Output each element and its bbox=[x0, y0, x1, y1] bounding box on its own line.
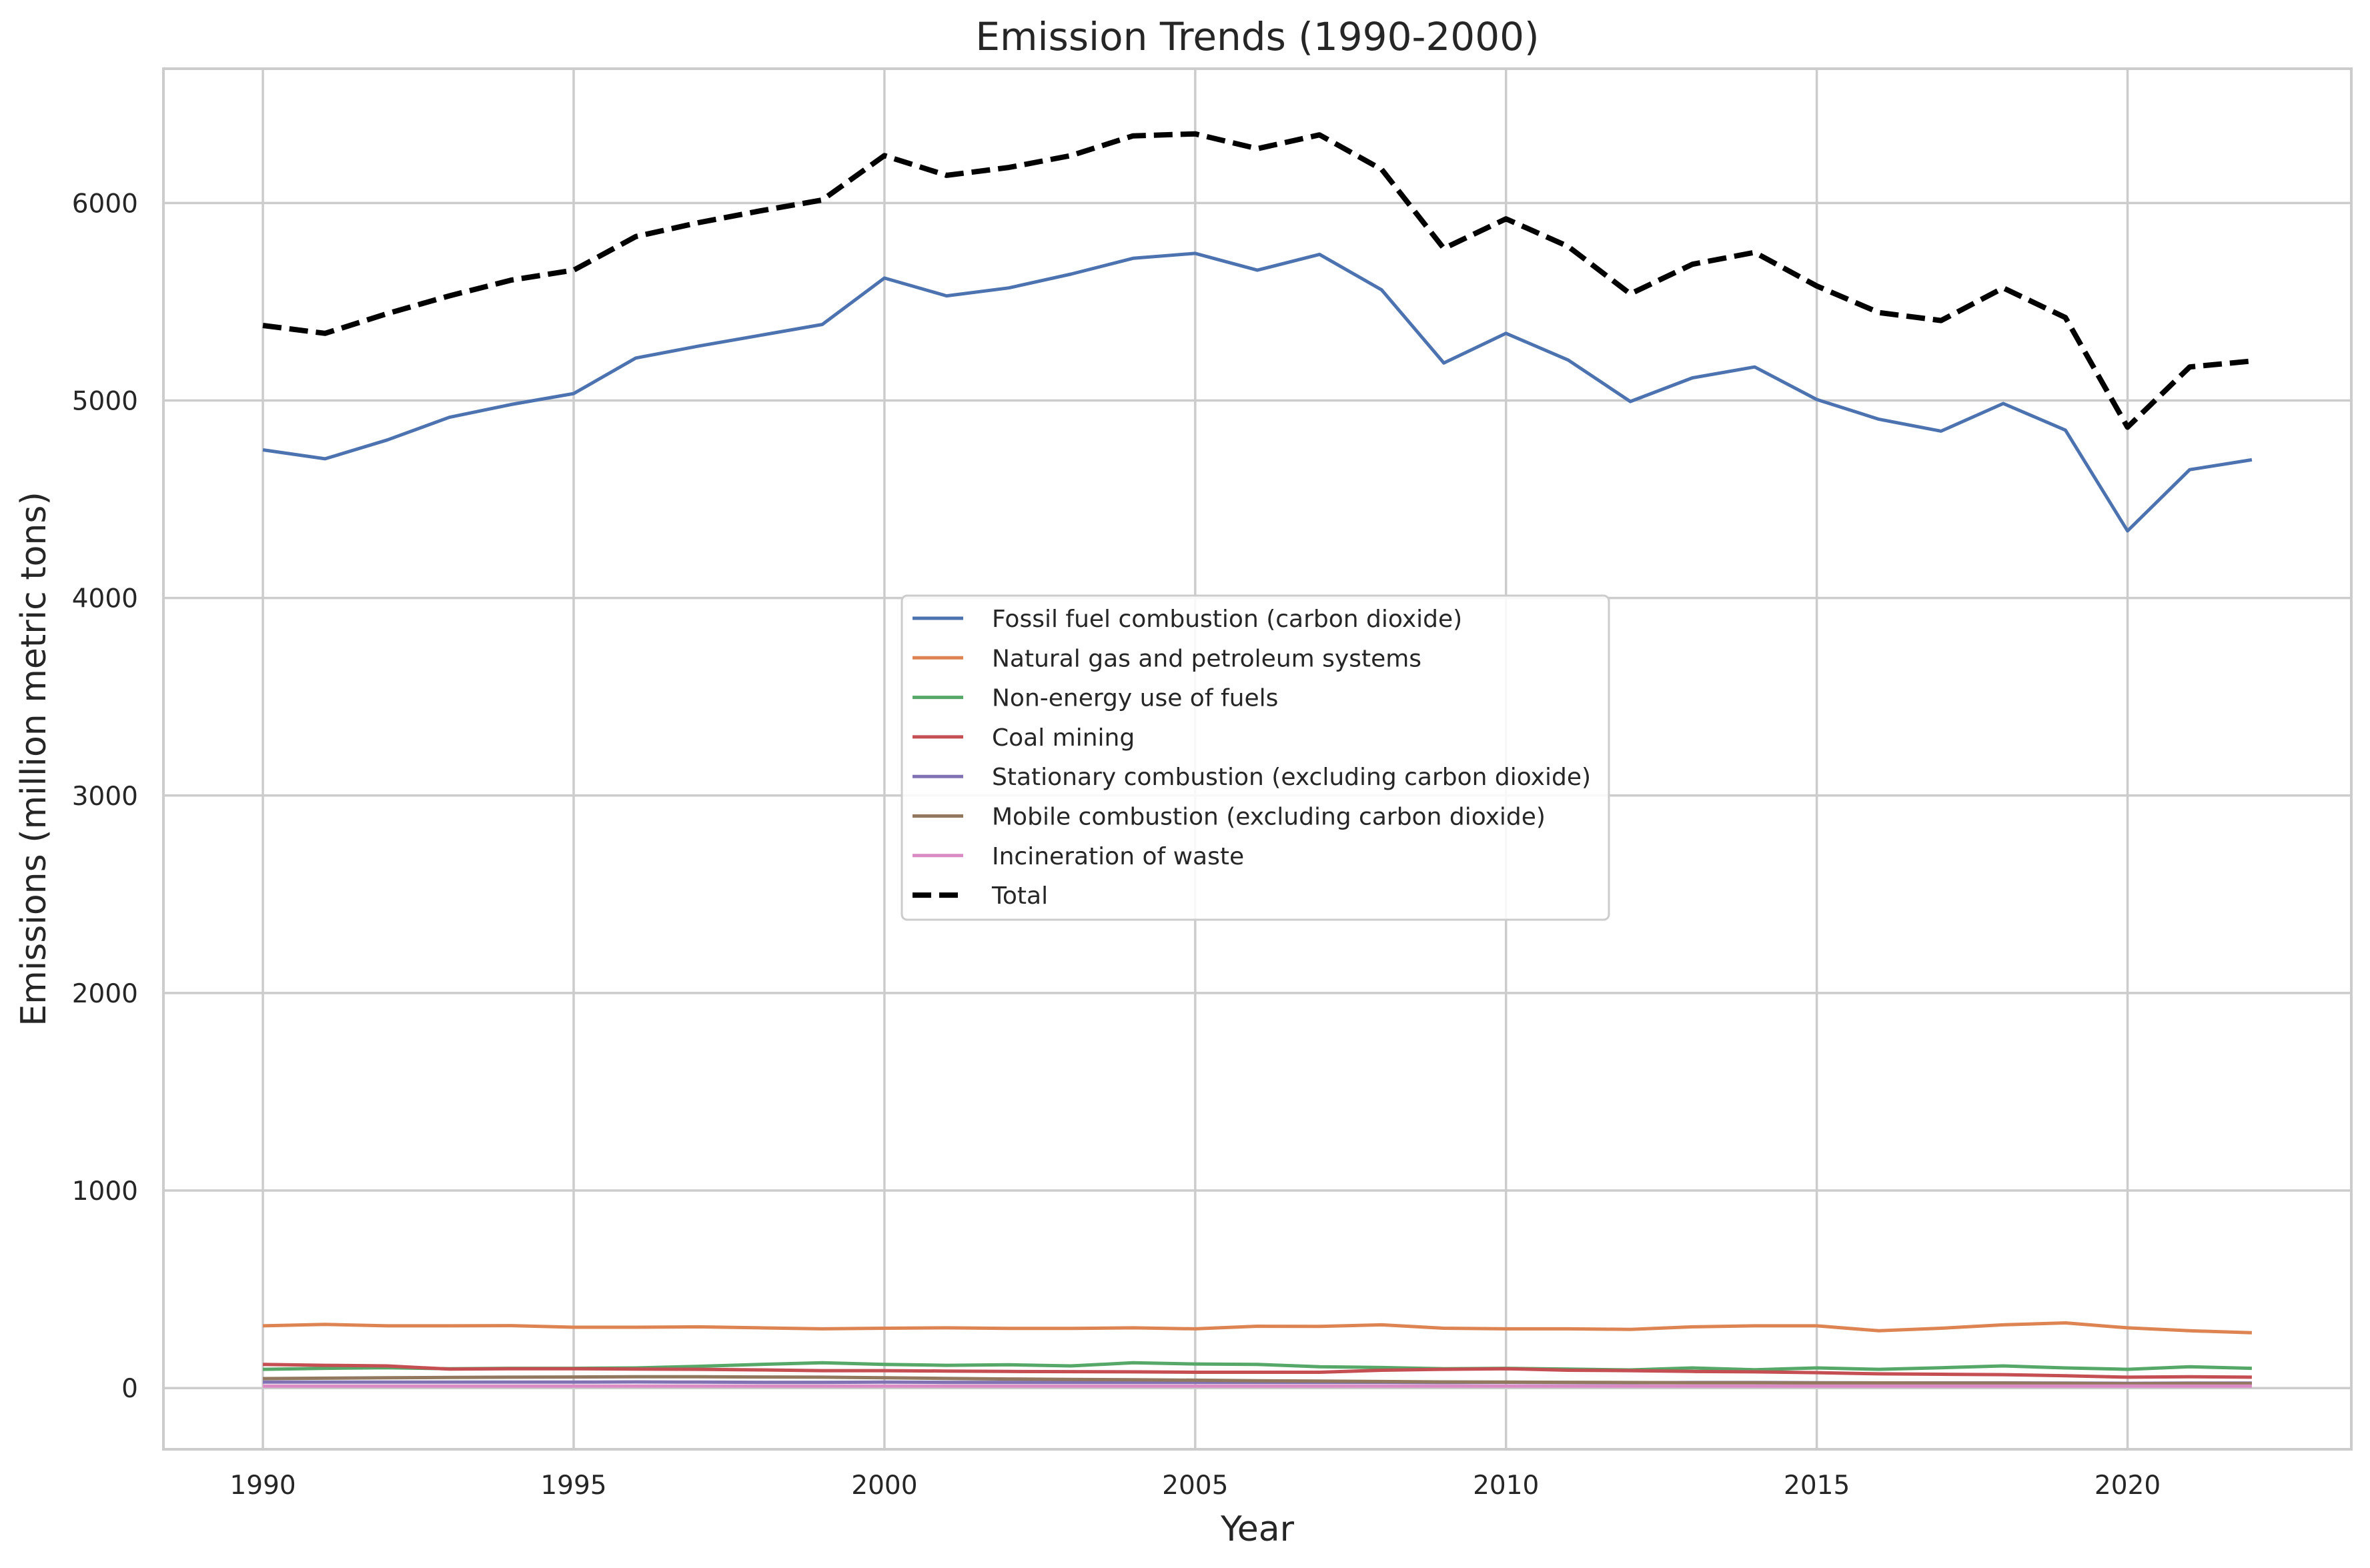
y-tick-labels: 0 1000 2000 3000 4000 5000 6000 bbox=[72, 189, 138, 1404]
y-tick-label: 1000 bbox=[72, 1177, 138, 1207]
x-tick-label: 2005 bbox=[1162, 1471, 1228, 1501]
x-tick-label: 2020 bbox=[2095, 1471, 2161, 1501]
legend: Fossil fuel combustion (carbon dioxide) N… bbox=[901, 594, 1610, 921]
legend-label: Mobile combustion (excluding carbon diox… bbox=[992, 804, 1546, 831]
y-tick-label: 4000 bbox=[72, 584, 138, 614]
legend-label: Coal mining bbox=[992, 724, 1135, 752]
legend-label: Fossil fuel combustion (carbon dioxide) bbox=[992, 606, 1462, 633]
series-line bbox=[263, 1363, 2252, 1379]
y-axis-label: Emissions (million metric tons) bbox=[14, 492, 54, 1026]
x-tick-label: 2000 bbox=[851, 1471, 917, 1501]
y-tick-label: 3000 bbox=[72, 782, 138, 812]
x-tick-label: 1990 bbox=[229, 1471, 295, 1501]
series-line bbox=[262, 251, 2253, 533]
y-tick-label: 2000 bbox=[72, 979, 138, 1009]
x-tick-label: 2010 bbox=[1473, 1471, 1539, 1501]
y-tick-label: 0 bbox=[121, 1374, 138, 1404]
x-tick-labels: 1990 1995 2000 2005 2010 2015 2020 bbox=[229, 1471, 2161, 1501]
series-line bbox=[263, 1321, 2252, 1335]
x-axis-label: Year bbox=[1220, 1509, 1295, 1549]
series-line bbox=[262, 131, 2253, 430]
y-tick-label: 5000 bbox=[72, 387, 138, 417]
legend-label: Non-energy use of fuels bbox=[992, 685, 1278, 712]
chart-title: Emission Trends (1990-2000) bbox=[975, 14, 1539, 59]
legend-label: Natural gas and petroleum systems bbox=[992, 645, 1421, 672]
series-lines bbox=[262, 131, 2253, 1388]
legend-label: Stationary combustion (excluding carbon … bbox=[992, 764, 1591, 791]
series-line bbox=[263, 1375, 2252, 1386]
x-tick-label: 2015 bbox=[1784, 1471, 1850, 1501]
x-tick-label: 1995 bbox=[540, 1471, 606, 1501]
y-tick-label: 6000 bbox=[72, 189, 138, 219]
plot-frame bbox=[162, 67, 2353, 1451]
legend-label: Total bbox=[991, 882, 1048, 910]
legend-box bbox=[901, 594, 1610, 921]
legend-label: Incineration of waste bbox=[992, 843, 1244, 870]
